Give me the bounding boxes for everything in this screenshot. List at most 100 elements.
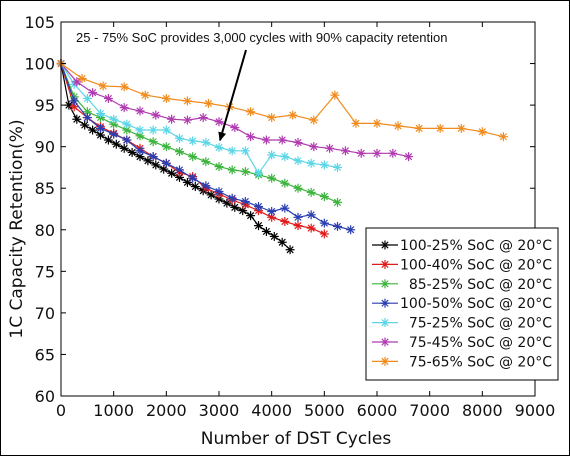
data-point — [280, 152, 290, 162]
data-point — [190, 182, 200, 192]
data-point — [82, 113, 92, 123]
data-point — [151, 110, 161, 120]
data-point — [201, 157, 211, 167]
data-point — [214, 142, 224, 152]
data-point — [109, 114, 119, 124]
data-point — [288, 110, 298, 120]
data-point — [404, 152, 414, 162]
data-point — [277, 135, 287, 145]
data-point — [267, 206, 277, 216]
series-layer — [56, 59, 508, 255]
data-point — [240, 167, 250, 177]
data-point — [111, 139, 121, 149]
data-point — [72, 77, 82, 87]
data-point — [254, 202, 263, 212]
data-point — [254, 168, 263, 178]
legend-label: 100-25% SoC @ 20°C — [400, 238, 552, 254]
data-point — [88, 125, 98, 135]
data-point — [230, 202, 240, 212]
legend-label: 85-25% SoC @ 20°C — [409, 277, 552, 293]
y-tick-label: 90 — [35, 138, 55, 157]
series-line — [60, 63, 338, 175]
data-point — [167, 114, 177, 124]
data-point — [456, 123, 466, 133]
y-tick-label: 80 — [35, 221, 55, 240]
data-point — [201, 138, 211, 148]
data-point — [306, 158, 316, 168]
data-point — [135, 146, 145, 156]
data-point — [319, 160, 329, 170]
legend-label: 75-65% SoC @ 20°C — [409, 354, 552, 370]
data-point — [380, 337, 390, 347]
data-point — [214, 187, 224, 197]
data-point — [151, 160, 161, 170]
data-point — [254, 221, 263, 231]
x-tick-label: 5000 — [304, 401, 345, 420]
data-point — [306, 210, 316, 220]
x-tick-label: 2000 — [146, 401, 187, 420]
y-tick-label: 65 — [35, 345, 55, 364]
data-point — [135, 125, 145, 135]
x-tick-label: 4000 — [251, 401, 292, 420]
x-axis-title: Number of DST Cycles — [201, 429, 392, 449]
y-tick-label: 70 — [35, 304, 55, 323]
data-point — [333, 221, 342, 231]
data-point — [309, 115, 319, 125]
x-tick-label: 0 — [56, 401, 66, 420]
legend-entry: 75-65% SoC @ 20°C — [372, 354, 552, 370]
data-point — [309, 142, 319, 152]
data-point — [240, 146, 250, 156]
data-point — [293, 221, 303, 231]
y-tick-label: 60 — [35, 387, 55, 406]
legend-entry: 85-25% SoC @ 20°C — [372, 277, 552, 293]
data-point — [351, 118, 361, 128]
data-point — [77, 74, 87, 84]
series-3 — [56, 59, 342, 207]
data-point — [182, 115, 192, 125]
legend-entry: 100-40% SoC @ 20°C — [372, 257, 552, 273]
plot-area — [60, 21, 536, 397]
data-point — [372, 148, 382, 158]
data-point — [175, 165, 184, 175]
data-point — [261, 226, 271, 236]
y-tick-label: 85 — [35, 179, 55, 198]
data-point — [227, 146, 237, 156]
data-point — [72, 114, 82, 124]
data-point — [148, 125, 158, 135]
data-point — [188, 136, 198, 146]
legend-label: 100-50% SoC @ 20°C — [400, 296, 552, 312]
data-point — [280, 203, 290, 213]
data-point — [203, 98, 213, 108]
data-point — [267, 150, 277, 160]
data-point — [230, 123, 240, 133]
legend-label: 75-45% SoC @ 20°C — [409, 335, 552, 351]
data-point — [306, 187, 316, 197]
data-point — [119, 103, 129, 113]
data-point — [325, 143, 335, 153]
data-point — [319, 218, 329, 228]
data-point — [148, 137, 158, 147]
data-point — [167, 168, 177, 178]
data-point — [346, 225, 356, 235]
data-point — [293, 156, 303, 166]
data-point — [414, 123, 424, 133]
data-point — [96, 123, 105, 133]
series-1 — [56, 59, 295, 255]
legend-entry: 100-25% SoC @ 20°C — [372, 238, 552, 254]
data-point — [380, 279, 390, 289]
annotation-arrow — [218, 49, 247, 142]
data-point — [175, 147, 184, 157]
data-point — [198, 113, 208, 123]
data-point — [267, 173, 277, 183]
x-tick-label: 3000 — [199, 401, 240, 420]
legend-box — [365, 227, 559, 381]
series-line — [60, 63, 338, 203]
series-6 — [56, 59, 414, 162]
data-point — [261, 135, 271, 145]
data-point — [435, 123, 445, 133]
data-point — [285, 245, 295, 255]
data-point — [388, 148, 398, 158]
data-point — [201, 181, 211, 191]
data-point — [214, 117, 224, 127]
